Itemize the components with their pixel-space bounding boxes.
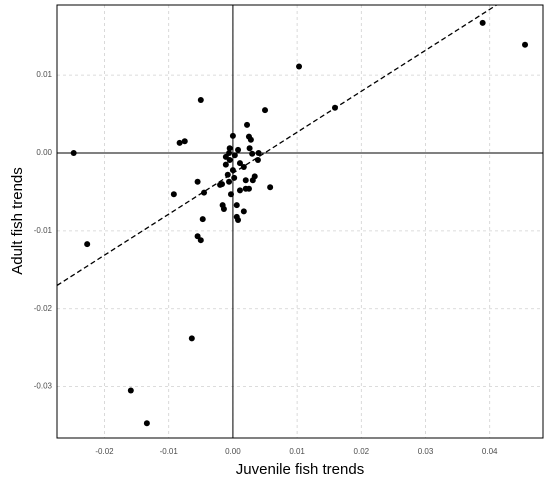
point (296, 63, 303, 70)
x-tick-label: 0.02 (354, 447, 370, 456)
x-tick-label: -0.01 (160, 447, 179, 456)
x-axis-title: Juvenile fish trends (236, 461, 364, 478)
point (249, 150, 256, 157)
point (84, 241, 91, 248)
point (226, 145, 233, 152)
point (201, 189, 208, 196)
point (231, 174, 238, 181)
point (222, 161, 229, 168)
point (331, 104, 338, 111)
point (249, 177, 256, 184)
point (236, 160, 243, 167)
point (233, 202, 240, 209)
point (170, 191, 177, 198)
point (242, 177, 249, 184)
y-tick-label: -0.01 (34, 226, 53, 235)
x-tick-label: -0.02 (95, 447, 114, 456)
point (235, 216, 242, 223)
point (242, 185, 249, 192)
point (244, 121, 251, 128)
point (229, 167, 236, 174)
point (231, 152, 238, 159)
point (220, 206, 227, 213)
point (197, 237, 204, 244)
point (199, 216, 206, 223)
point (246, 145, 253, 152)
point (254, 156, 261, 163)
point (127, 387, 134, 394)
y-tick-label: -0.03 (34, 382, 53, 391)
y-axis-title: Adult fish trends (9, 167, 26, 275)
point (181, 138, 188, 145)
point (247, 136, 254, 143)
point (226, 156, 233, 163)
point (262, 107, 269, 114)
point (217, 181, 224, 188)
point (236, 187, 243, 194)
point (197, 97, 204, 104)
y-tick-label: 0.01 (36, 70, 52, 79)
x-tick-label: 0.01 (289, 447, 305, 456)
point (70, 149, 77, 156)
point (226, 178, 233, 185)
point (235, 146, 242, 153)
point (176, 139, 183, 146)
y-tick-label: 0.00 (36, 148, 52, 157)
point (267, 184, 274, 191)
point (479, 19, 486, 26)
point (227, 191, 234, 198)
point (229, 132, 236, 139)
point (224, 171, 231, 178)
x-tick-label: 0.00 (225, 447, 241, 456)
point (522, 41, 529, 48)
point (240, 163, 247, 170)
x-tick-label: 0.03 (418, 447, 434, 456)
plot-border (56, 4, 544, 439)
point (255, 149, 262, 156)
y-tick-label: -0.02 (34, 304, 53, 313)
point (194, 178, 201, 185)
point (188, 335, 195, 342)
point (240, 208, 247, 215)
trend-line (57, 5, 498, 287)
point (143, 420, 150, 427)
x-tick-label: 0.04 (482, 447, 498, 456)
